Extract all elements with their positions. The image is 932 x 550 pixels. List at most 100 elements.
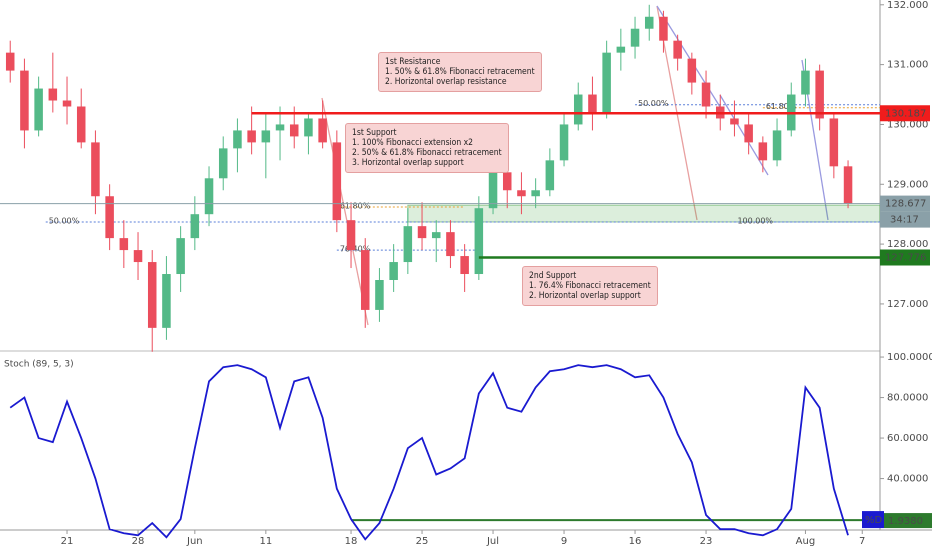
candle-body [48,88,58,101]
price-tag-label: 127.776 [885,253,926,264]
stoch-badge-label: %D [865,515,883,526]
annotation-text: 2. 50% & 61.8% Fibonacci retracement [352,148,502,158]
arrow [656,5,723,111]
x-tick-label: 25 [416,536,429,547]
fib-label: 61.80% [340,202,371,211]
stoch-last-tag [884,513,932,529]
candle-body [34,88,43,131]
candle-body [431,232,441,239]
price-tag [880,105,930,122]
candle-body [318,118,327,143]
stoch-y-tick-label: 60.0000 [887,433,928,444]
stoch-title: Stoch (89, 5, 3) [4,360,74,370]
x-tick-label: Jul [486,536,499,547]
candle-body [673,40,682,59]
fib-label: 50.00% [638,99,669,108]
candle-body [76,106,86,143]
y-tick-label: 129.000 [887,179,928,190]
annotation-text: 2nd Support [529,271,577,281]
candle-body [233,130,242,149]
candle-body [346,220,356,251]
annotation-text: 2. Horizontal overlap resistance [385,77,507,87]
x-tick-label: 16 [629,536,642,547]
candle-body [602,52,611,113]
annotation: 1st Support 1. 100% Fibonacci extension x… [345,123,509,173]
stoch-y-tick-label: 80.0000 [887,393,928,404]
candle-body [403,226,413,263]
candle-body [517,190,526,197]
annotation-text: 1. 50% & 61.8% Fibonacci retracement [385,67,535,77]
candle-body [730,118,739,125]
candle-body [5,52,15,71]
candle-body [261,130,271,143]
annotation-text: 2. Horizontal overlap support [529,291,641,301]
candle-body [162,274,171,328]
candle-body [62,100,72,107]
candle-body [659,16,668,41]
annotation-text: 1. 100% Fibonacci extension x2 [352,138,474,148]
annotation-text: 1st Resistance [385,57,441,67]
price-tag-label: 128.677 [885,199,926,210]
y-tick-label: 132.000 [887,0,928,11]
candle-body [758,142,768,161]
candle-body [588,94,597,113]
candle-body [190,214,200,239]
candle-body [389,262,398,280]
arrow [719,94,769,176]
candle-body [815,70,824,119]
candle-body [502,172,512,191]
x-tick-label: 23 [700,536,713,547]
candle-body [275,124,285,131]
y-tick-label: 130.000 [887,119,928,130]
countdown-label: 34:17 [890,215,919,226]
arrow [321,97,369,326]
x-tick-label: 11 [259,536,272,547]
candle-body [701,82,711,107]
stoch-last-label: 1.9380 [888,516,923,527]
candle-body [531,190,540,197]
candle-body [360,250,370,310]
candle-body [375,280,384,310]
fib-label: 50.00% [49,216,80,225]
x-tick-label: Aug [796,536,816,547]
price-tag [880,249,930,266]
price-tag [880,195,930,212]
candle-body [218,148,228,179]
candle-body [644,16,654,29]
x-tick-label: 21 [61,536,74,547]
y-tick-label: 127.000 [887,299,928,310]
candle-body [147,262,157,328]
candle-body [133,250,143,263]
candle-body [304,118,313,137]
candle-body [744,124,753,143]
candle-body [91,142,100,197]
annotation-text: 1st Support [352,128,397,138]
candle-body [573,94,583,125]
x-tick-label: 28 [132,536,145,547]
x-tick-label: 9 [561,536,567,547]
candle-body [488,172,498,209]
candle-body [247,130,256,143]
candle-body [843,166,853,204]
candle-body [772,130,782,161]
candle-body [446,232,455,257]
candle-body [801,70,810,95]
candle-body [332,142,342,221]
candle-body [474,208,484,275]
annotation-text: 3. Horizontal overlap support [352,158,464,168]
candle-body [687,58,697,83]
stoch-y-tick-label: 100.0000 [887,352,932,363]
candle-body [417,226,427,239]
candles [5,4,853,352]
candle-body [119,238,129,251]
candle-body [176,238,185,275]
candle-body [460,256,469,275]
candle-body [616,46,626,53]
x-tick-label: 7 [859,536,865,547]
price-tag-label: 130.187 [885,108,926,119]
x-tick-label: 18 [345,536,358,547]
fib-label: 100.00% [737,216,773,225]
candle-body [289,124,299,137]
candle-body [559,124,569,161]
